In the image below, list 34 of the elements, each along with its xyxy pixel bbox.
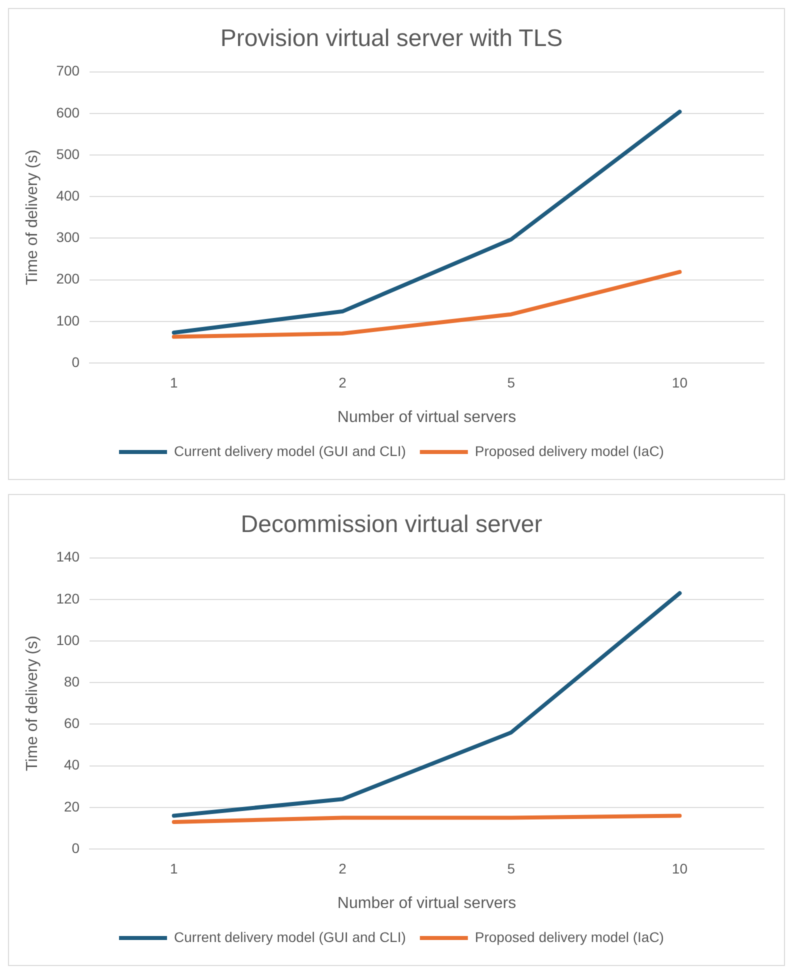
chart-title: Provision virtual server with TLS [220,25,563,52]
legend-label: Proposed delivery model (IaC) [474,442,664,459]
x-tick-label: 2 [338,860,347,876]
y-tick-label: 140 [56,548,80,565]
y-tick-label: 700 [56,62,80,79]
y-tick-label: 100 [56,632,80,648]
x-tick-label: 10 [672,860,688,876]
x-tick-label: 5 [507,374,516,390]
y-tick-label: 500 [56,146,80,162]
y-axis-title: Time of delivery (s) [24,150,42,286]
y-axis-title: Time of delivery (s) [24,636,42,772]
x-tick-label: 1 [170,374,178,390]
x-axis-title: Number of virtual servers [337,408,516,426]
y-tick-label: 20 [64,798,80,814]
y-tick-label: 60 [64,715,80,732]
x-tick-label: 10 [672,374,688,390]
y-tick-label: 80 [64,673,80,690]
chart-title: Decommission virtual server [240,511,542,538]
x-axis-title: Number of virtual servers [337,894,516,912]
y-tick-label: 200 [56,270,80,287]
x-tick-label: 5 [507,860,516,876]
legend-label: Current delivery model (GUI and CLI) [174,928,406,945]
x-tick-label: 1 [170,860,178,876]
x-tick-label: 2 [338,374,347,390]
legend-label: Proposed delivery model (IaC) [474,928,664,945]
y-tick-label: 600 [56,104,80,120]
legend-label: Current delivery model (GUI and CLI) [174,442,406,459]
y-tick-label: 120 [56,590,80,606]
y-tick-label: 40 [64,756,80,773]
y-tick-label: 0 [72,840,80,856]
y-tick-label: 0 [72,354,80,370]
y-tick-label: 300 [56,229,80,246]
y-tick-label: 400 [56,187,80,204]
y-tick-label: 100 [56,312,80,328]
